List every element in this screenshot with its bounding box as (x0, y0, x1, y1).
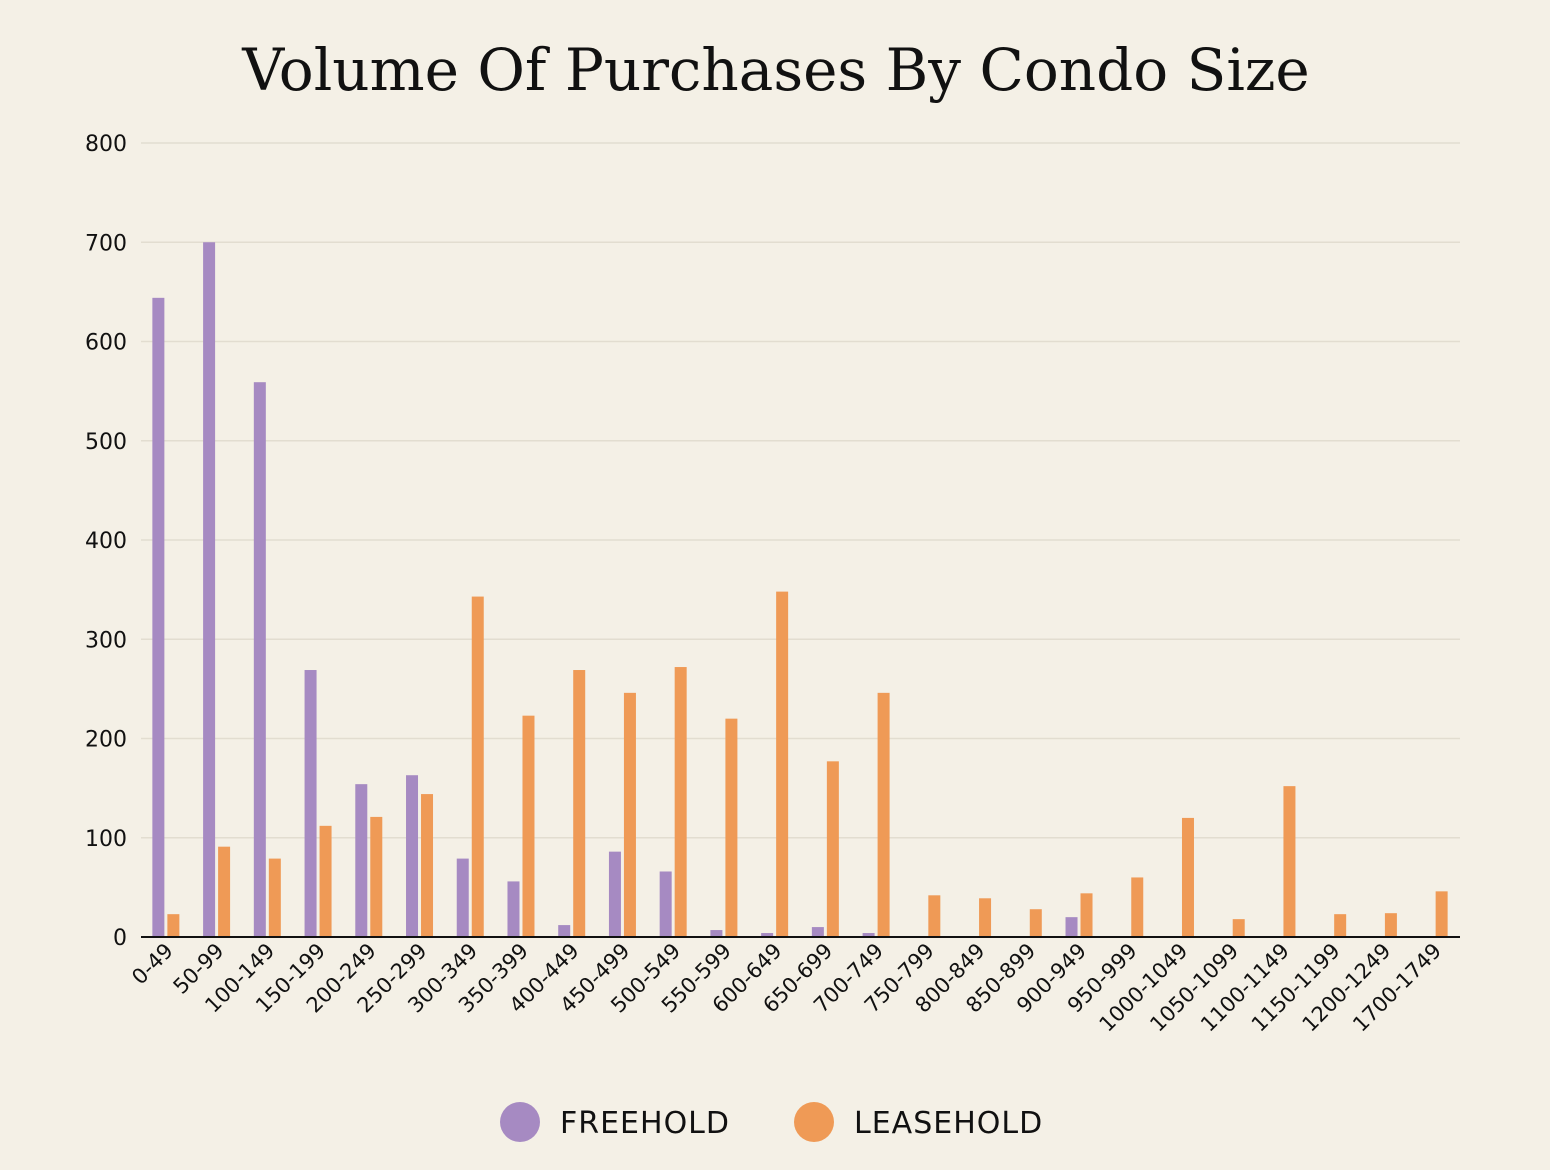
y-tick-label: 800 (85, 132, 127, 157)
y-tick-label: 0 (113, 926, 127, 951)
bar-leasehold-300-349 (471, 596, 484, 937)
bar-leasehold-700-749 (877, 692, 890, 937)
bar-leasehold-0-49 (167, 914, 180, 937)
bar-leasehold-850-899 (1029, 909, 1042, 937)
bar-leasehold-1150-1199 (1334, 914, 1347, 937)
legend-swatch-freehold (500, 1102, 540, 1142)
legend: FREEHOLD LEASEHOLD (500, 1102, 1043, 1142)
y-tick-label: 100 (85, 827, 127, 852)
chart-title: Volume Of Purchases By Condo Size (241, 36, 1310, 104)
bar-leasehold-500-549 (674, 667, 687, 937)
y-tick-label: 400 (85, 529, 127, 554)
bar-leasehold-50-99 (218, 846, 231, 937)
bar-leasehold-550-599 (725, 718, 738, 937)
bar-leasehold-900-949 (1080, 893, 1093, 937)
legend-label-freehold: FREEHOLD (560, 1106, 730, 1141)
y-tick-label: 700 (85, 231, 127, 256)
bar-freehold-200-249 (355, 784, 368, 937)
bar-freehold-550-599 (710, 930, 723, 937)
bar-freehold-500-549 (659, 871, 672, 937)
gridlines (141, 142, 1460, 839)
bar-leasehold-750-799 (928, 895, 941, 937)
bar-leasehold-350-399 (522, 715, 535, 937)
bar-freehold-350-399 (507, 881, 520, 937)
bar-leasehold-1200-1249 (1384, 913, 1397, 937)
bar-leasehold-200-249 (370, 816, 383, 937)
bar-leasehold-1000-1049 (1181, 817, 1194, 937)
bar-leasehold-1050-1099 (1232, 919, 1245, 937)
bar-freehold-900-949 (1065, 917, 1078, 937)
bar-leasehold-450-499 (623, 692, 636, 937)
legend-label-leasehold: LEASEHOLD (854, 1106, 1043, 1141)
bar-leasehold-150-199 (319, 825, 332, 937)
bar-leasehold-950-999 (1131, 877, 1144, 937)
bar-leasehold-250-299 (421, 794, 434, 937)
bar-freehold-700-749 (862, 933, 875, 937)
y-tick-label: 500 (85, 430, 127, 455)
bar-freehold-150-199 (304, 670, 317, 937)
bar-freehold-50-99 (203, 242, 216, 937)
bar-leasehold-1100-1149 (1283, 786, 1296, 937)
bars (152, 242, 1448, 938)
y-tick-label: 200 (85, 728, 127, 753)
bar-freehold-250-299 (406, 775, 419, 937)
bar-freehold-450-499 (608, 851, 621, 937)
y-tick-label: 300 (85, 628, 127, 653)
bar-freehold-600-649 (761, 933, 774, 937)
bar-freehold-100-149 (253, 382, 266, 937)
legend-swatch-leasehold (794, 1102, 834, 1142)
y-axis-ticks: 0 100 200 300 400 500 600 700 800 (85, 132, 127, 951)
bar-freehold-0-49 (152, 297, 165, 938)
bar-leasehold-650-699 (826, 761, 839, 937)
bar-leasehold-1700-1749 (1435, 891, 1448, 937)
y-tick-label: 600 (85, 331, 127, 356)
bar-leasehold-400-449 (573, 670, 586, 937)
bar-freehold-300-349 (456, 858, 469, 937)
bar-leasehold-100-149 (268, 858, 281, 937)
bar-freehold-650-699 (811, 927, 824, 937)
bar-leasehold-600-649 (776, 591, 789, 937)
x-axis-ticks: 0-4950-99100-149150-199200-249250-299300… (127, 939, 1446, 1037)
bar-leasehold-800-849 (979, 898, 992, 937)
bar-freehold-400-449 (558, 925, 571, 937)
